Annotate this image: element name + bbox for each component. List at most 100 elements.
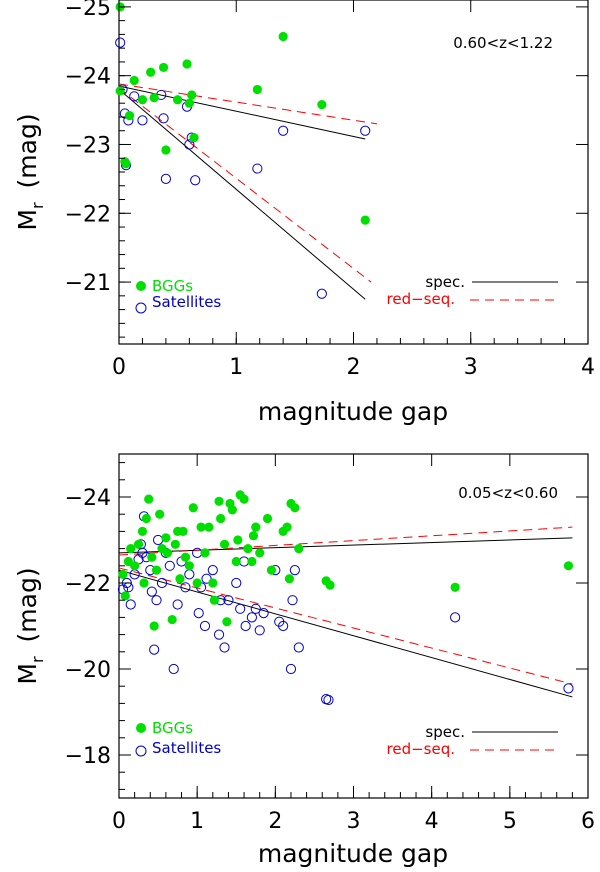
top-y-tick-label: −22 — [65, 202, 111, 227]
bottom-satellite-point — [193, 608, 204, 619]
bottom-satellite-point — [240, 620, 251, 632]
top-x-tick-label: 4 — [581, 355, 595, 380]
bottom-satellite-point — [254, 625, 265, 636]
bottom-bgg-point — [126, 544, 136, 554]
bottom-bgg-point — [139, 578, 149, 588]
top-satellite-point — [160, 173, 171, 184]
bottom-satellite-point — [450, 612, 461, 623]
bottom-ylabel-sub: r — [28, 656, 47, 663]
bottom-satellite-point — [125, 599, 136, 610]
top-bgg-point — [161, 145, 171, 155]
bottom-legend-red-label: red−seq. — [387, 740, 456, 758]
bottom-bgg-point — [162, 548, 173, 558]
top-y-tick-label: −23 — [65, 133, 111, 158]
bottom-satellite-point — [149, 644, 160, 655]
bottom-bgg-point — [227, 505, 237, 515]
bottom-satellite-point — [278, 620, 289, 632]
bottom-x-tick-label: 6 — [581, 809, 595, 834]
bottom-spec-fit-line — [118, 569, 573, 698]
bottom-bgg-point — [144, 494, 154, 504]
bottom-satellite-point — [156, 577, 168, 589]
bottom-bgg-point — [130, 561, 140, 571]
top-satellite-point — [129, 91, 140, 102]
top-satellite-point — [190, 175, 201, 186]
bottom-bgg-point — [255, 548, 265, 558]
top-bgg-point — [252, 84, 262, 95]
bottom-x-axis-label: magnitude gap — [258, 839, 448, 868]
bottom-bgg-point — [120, 591, 130, 601]
bottom-y-tick-label: −18 — [65, 744, 111, 769]
bottom-x-tick-label: 3 — [347, 809, 361, 834]
bottom-bgg-point — [188, 503, 198, 513]
bottom-bgg-point — [248, 531, 259, 541]
bottom-bgg-point — [170, 539, 180, 549]
bottom-satellite-point — [199, 620, 211, 632]
bottom-satellite-point — [231, 577, 242, 589]
top-red-seq-fit-line — [118, 87, 372, 283]
bottom-bgg-point — [239, 494, 249, 504]
top-legend-bgg-label: BGGs — [152, 277, 193, 295]
bottom-bgg-point — [231, 556, 241, 567]
bottom-bgg-point — [214, 496, 224, 506]
bottom-bgg-point — [200, 548, 210, 558]
bottom-bgg-point — [243, 544, 253, 554]
bottom-bgg-point — [294, 544, 304, 554]
top-bgg-point — [115, 86, 125, 96]
bottom-bgg-point — [290, 503, 300, 513]
bottom-legend: BGGs Satellites spec. red−seq. — [135, 719, 558, 758]
top-y-tick-label: −25 — [65, 0, 111, 21]
top-satellite-point — [158, 113, 169, 124]
bottom-x-tick-label: 1 — [190, 809, 204, 834]
top-bgg-point — [137, 95, 148, 105]
top-satellite-point — [360, 125, 371, 136]
top-bgg-point — [129, 75, 139, 86]
bottom-bgg-point — [167, 614, 177, 625]
bottom-satellite-point — [250, 603, 261, 614]
bottom-annotation: 0.05<z<0.60 — [458, 484, 558, 502]
bottom-satellite-point — [285, 663, 297, 675]
bottom-bgg-point — [192, 578, 202, 588]
top-legend-bgg-marker — [136, 281, 146, 291]
bottom-satellite-point — [293, 642, 304, 653]
bottom-ylabel-unit: (mag) — [13, 567, 42, 642]
bottom-bgg-point — [247, 556, 257, 567]
bottom-satellite-point — [563, 683, 574, 694]
bottom-bgg-point — [284, 574, 295, 584]
top-bgg-point — [121, 159, 131, 169]
bottom-bgg-point — [196, 522, 206, 532]
bottom-satellite-point — [168, 663, 179, 675]
top-legend-spec-label: spec. — [425, 273, 465, 291]
top-legend-sat-marker — [135, 302, 147, 314]
top-bgg-point — [146, 67, 156, 77]
bottom-x-tick-label: 4 — [425, 809, 439, 834]
top-y-tick-label: −21 — [65, 271, 111, 296]
top-satellite-point — [278, 125, 289, 136]
bottom-satellite-point — [213, 629, 225, 640]
top-bgg-point — [360, 215, 370, 225]
top-x-tick-label: 1 — [229, 355, 243, 380]
top-spec-fit-line — [118, 85, 366, 140]
bottom-satellite-point — [258, 608, 269, 619]
bottom-legend-spec-label: spec. — [425, 723, 465, 741]
bottom-bgg-point — [118, 569, 128, 580]
top-bgg-point — [149, 93, 159, 103]
bottom-bgg-point — [233, 535, 243, 545]
top-satellite-point — [252, 163, 263, 174]
top-x-tick-label: 0 — [112, 355, 126, 380]
bottom-satellite-point — [223, 595, 234, 606]
bottom-red-seq-fit-line — [118, 526, 573, 556]
bottom-legend-bgg-label: BGGs — [152, 719, 193, 737]
bottom-y-tick-label: −20 — [65, 658, 111, 683]
bottom-y-axis-label: Mr (mag) — [13, 567, 47, 684]
bottom-satellite-point — [207, 565, 218, 576]
top-x-tick-label: 2 — [347, 355, 361, 380]
top-bgg-point — [173, 95, 183, 105]
bottom-legend-sat-marker — [135, 745, 147, 757]
top-bgg-point — [182, 59, 192, 69]
bottom-bgg-point — [178, 526, 188, 537]
top-satellite-point — [137, 115, 148, 126]
top-bgg-point — [189, 133, 199, 143]
top-annotation: 0.60<z<1.22 — [453, 34, 553, 52]
top-satellite-point — [184, 139, 195, 150]
bottom-bgg-point — [325, 580, 335, 590]
